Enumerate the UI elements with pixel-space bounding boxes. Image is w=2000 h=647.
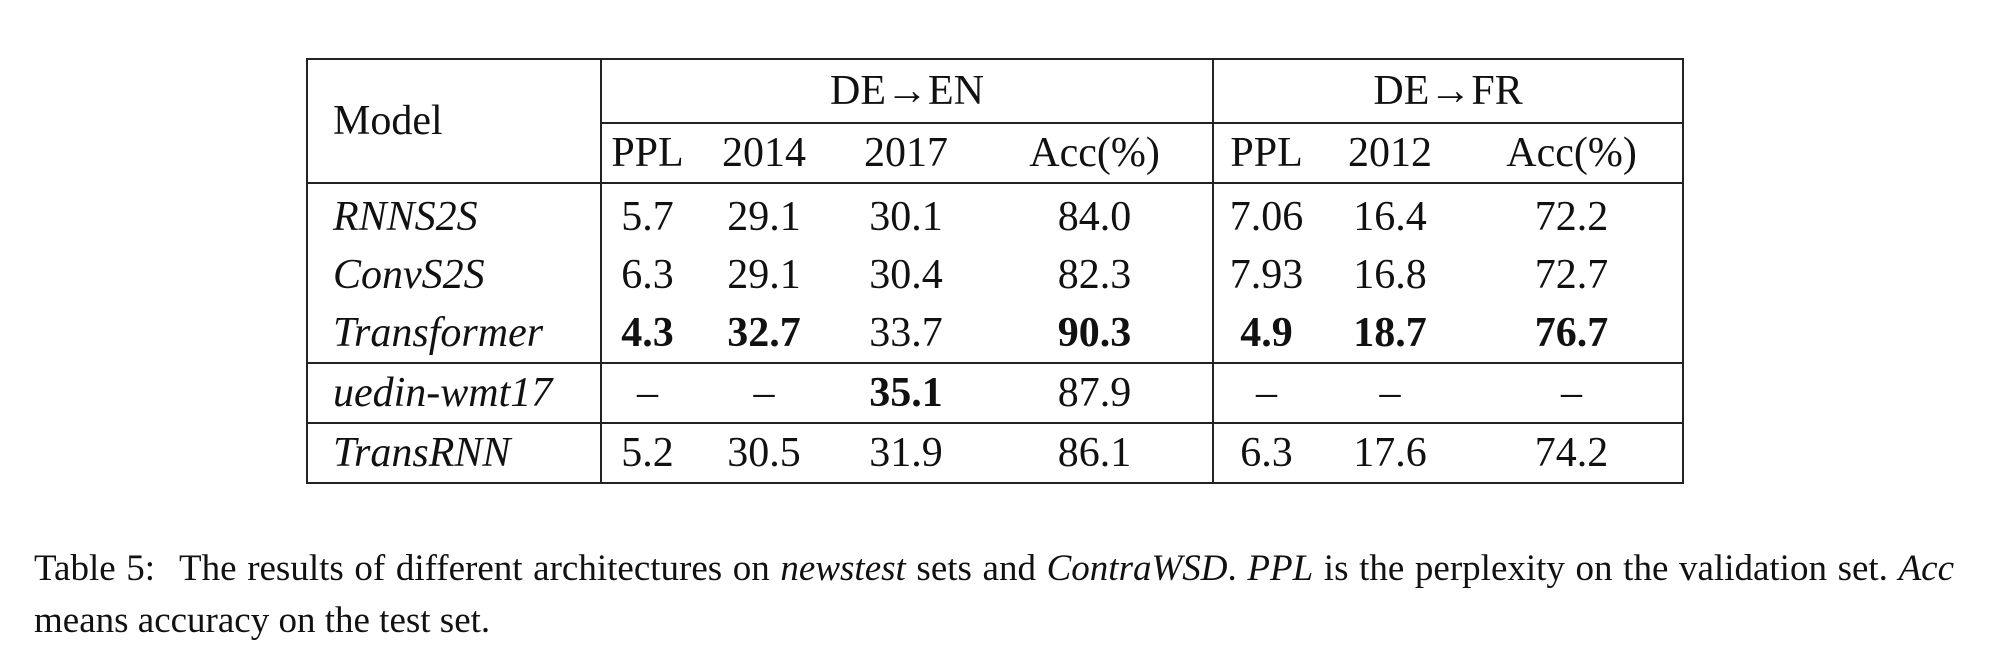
value-cell: 32.7 [693,304,835,364]
value-cell: 30.4 [869,252,943,298]
value-cell: – [1213,363,1320,424]
value-cell: 30.1 [869,194,943,240]
table-caption: Table 5: The results of different archite… [34,543,1954,647]
caption-segment: means accuracy on the test set. [34,600,491,641]
caption-italic-term: ContraWSD [1046,548,1228,589]
value-cell: 5.7 [621,194,674,240]
value-cell: – [1461,363,1684,424]
value-cell: 33.7 [835,304,977,364]
group-header-de-en: DE→EN [601,59,1215,124]
model-name-cell: Transformer [307,304,602,364]
header-row-columns: PPL 2014 2017 Acc(%) PPL 2012 Acc(%) [307,123,1684,184]
value-cell: 31.9 [869,430,943,476]
table-row: uedin-wmt17– –35.1 87.9– – – [307,363,1684,424]
caption-italic-term: PPL [1247,548,1314,589]
header-row-groups: Model DE→EN DE→FR [307,59,1684,184]
caption-italic-term: Acc [1898,548,1955,589]
caption-label: Table 5: [34,548,156,589]
value-cell: 16.8 [1353,252,1427,298]
model-name-cell: RNNS2S [307,183,602,246]
column-header: 2014 [693,123,835,184]
caption-segment: sets and [905,548,1047,589]
table-body: RNNS2S 5.7 29.1 30.1 84.0 7.06 16.4 72.2 ConvS2S… [307,183,1684,483]
value-cell: 18.7 [1319,304,1462,364]
value-cell: 7.06 [1229,194,1304,240]
value-cell: – [601,363,693,424]
value-cell: 82.3 [977,246,1215,304]
value-cell: 6.3 [1240,430,1293,476]
value-cell: 7.93 [1229,252,1304,298]
value-cell: 87.9 [977,363,1215,424]
caption-segment: The results of different architectures o… [179,548,781,589]
value-cell: 16.4 [1353,194,1427,240]
value-cell: 30.5 [727,430,801,476]
value-cell: – [693,363,835,424]
value-cell: 6.3 [621,252,674,298]
value-cell: 29.1 [727,252,801,298]
caption-text: The results of different architectures o… [34,548,1954,641]
value-cell: 17.6 [1353,430,1427,476]
table-row: Transformer 4.3 32.7 33.7 90.3 4.9 18.7 76.7 [307,304,1684,364]
table-row: ConvS2S 6.3 29.1 30.4 82.3 7.93 16.8 72.7 [307,246,1683,304]
value-cell: 86.1 [977,423,1215,483]
value-cell: 5.2 [621,430,674,476]
value-cell: 4.9 [1213,304,1320,364]
caption-segment: . [1227,548,1248,589]
table-row: RNNS2S 5.7 29.1 30.1 84.0 7.06 16.4 72.2 [307,183,1683,246]
value-cell: 29.1 [727,194,801,240]
value-cell: 72.2 [1534,194,1609,240]
value-cell: – [1319,363,1462,424]
caption-italic-term: newstest [780,548,906,589]
model-name-cell: TransRNN [307,423,602,483]
column-header: Acc(%) [977,123,1215,184]
column-header: 2012 [1319,123,1462,184]
group-header-de-fr: DE→FR [1213,59,1684,124]
value-cell: 84.0 [977,183,1215,246]
value-cell: 35.1 [835,363,977,424]
value-cell: 4.3 [601,304,693,364]
value-cell: 74.2 [1534,430,1609,476]
value-cell: 72.7 [1534,252,1609,298]
column-header: Acc(%) [1461,123,1684,184]
model-name-cell: uedin-wmt17 [307,363,602,424]
value-cell: 76.7 [1461,304,1684,364]
value-cell: 90.3 [977,304,1215,364]
column-header: PPL [1213,123,1320,184]
column-header: 2017 [835,123,977,184]
table-row: TransRNN 5.2 30.5 31.9 86.1 6.3 17.6 74.2 [307,423,1683,483]
results-table: Model DE→EN DE→FR PPL 2014 2017 Acc(%) P… [306,58,1685,484]
model-column-header: Model [307,59,602,184]
model-name-cell: ConvS2S [307,246,602,304]
caption-segment: is the perplexity on the validation set. [1313,548,1899,589]
column-header: PPL [601,123,693,184]
